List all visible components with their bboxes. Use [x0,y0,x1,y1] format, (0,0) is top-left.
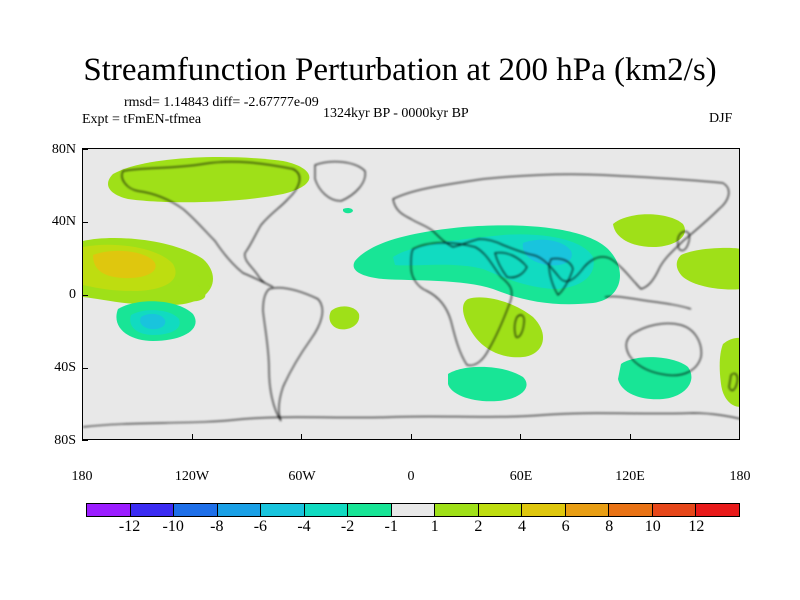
lat-tick [82,222,88,223]
colorbar-swatch [522,504,566,516]
colorbar-label: 10 [644,518,661,535]
lat-tick [82,440,88,441]
colorbar-swatch [696,504,739,516]
coastline-greenland [314,161,366,202]
lon-label-60w: 60W [288,469,316,484]
colorbar-swatch [261,504,305,516]
coastline-north-america [121,161,301,288]
coastline-africa [410,242,513,366]
coastline-arabia [494,252,528,278]
coastline-madagascar [514,314,525,338]
contour-indian-ocean-negative [448,366,527,402]
colorbar-label: -12 [118,518,141,535]
colorbar-labels: -12 -10 -8 -6 -4 -2 -1 1 2 4 6 8 10 12 [0,518,800,538]
colorbar-label: -2 [340,518,355,535]
colorbar-swatch [304,504,349,516]
colorbar-label: -6 [253,518,268,535]
lon-tick [630,434,631,440]
coastline-antarctica [83,412,739,428]
coastline-eurasia [392,173,730,290]
contour-nw-pacific-positive [676,247,739,290]
contour-north-pacific-6 [93,250,156,279]
lon-label-120e: 120E [615,469,645,484]
contour-small-atlantic-negative [343,207,353,214]
contour-south-pacific-4 [140,313,166,330]
season-label: DJF [709,111,733,126]
coastline-japan [677,230,690,252]
contour-australia-south-negative [618,357,692,400]
colorbar-swatch [174,504,218,516]
colorbar-swatch [217,504,262,516]
stats-text: rmsd= 1.14843 diff= -2.67777e-09 [124,95,319,110]
lon-label-180e: 180 [729,469,751,484]
coastline-australia [625,322,702,376]
coastline-south-america [262,287,323,422]
lat-label-80s: 80S [54,433,76,448]
lat-label-eq: 0 [69,287,76,302]
colorbar-label: -1 [384,518,398,535]
lon-tick [192,434,193,440]
colorbar [86,503,740,517]
lat-tick [82,368,88,369]
experiment-label: Expt = tFmEN-tfmea [82,112,202,127]
map-plot [82,148,740,440]
contour-east-asia-positive [613,214,685,247]
colorbar-label: 4 [518,518,526,535]
lat-tick [82,295,88,296]
contour-fills [83,157,739,407]
coastline-india [548,258,574,296]
contour-pacific-small-positive [178,283,206,302]
contour-southeast-africa-positive [462,297,544,358]
colorbar-swatch [435,504,479,516]
period-label: 1324kyr BP - 0000kyr BP [323,106,469,121]
lon-label-120w: 120W [174,469,210,484]
lat-tick [82,149,88,150]
colorbar-swatch [391,504,436,516]
lat-label-40s: 40S [54,360,76,375]
colorbar-swatch [348,504,392,516]
lon-label-0: 0 [407,469,415,484]
lat-label-40n: 40N [51,214,76,229]
colorbar-label: 8 [605,518,614,535]
coastline-new-zealand [728,372,738,391]
lat-label-80n: 80N [51,142,76,157]
lon-label-60e: 60E [509,469,533,484]
colorbar-label: -8 [210,518,224,535]
colorbar-label: 2 [474,518,483,535]
contour-atlantic-positive [329,306,360,330]
colorbar-swatch [565,504,610,516]
colorbar-swatch [609,504,653,516]
lon-tick [301,434,302,440]
plot-title: Streamfunction Perturbation at 200 hPa (… [83,52,717,88]
coastline-indonesia [604,296,692,310]
colorbar-swatch [87,504,131,516]
lon-tick [411,434,412,440]
colorbar-swatch [652,504,697,516]
colorbar-label: -10 [162,518,184,535]
colorbar-swatch [130,504,175,516]
colorbar-label: 6 [561,518,570,535]
colorbar-swatch [478,504,523,516]
colorbar-label: 12 [688,518,705,535]
lon-label-180w: 180 [71,469,93,484]
colorbar-label: -4 [297,518,311,535]
colorbar-label: 1 [430,518,439,535]
coastlines [83,161,739,428]
lon-tick [520,434,521,440]
